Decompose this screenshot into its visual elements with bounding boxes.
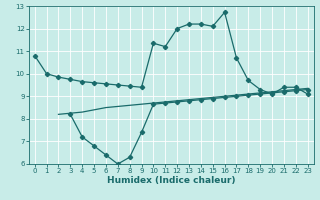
X-axis label: Humidex (Indice chaleur): Humidex (Indice chaleur) <box>107 176 236 185</box>
